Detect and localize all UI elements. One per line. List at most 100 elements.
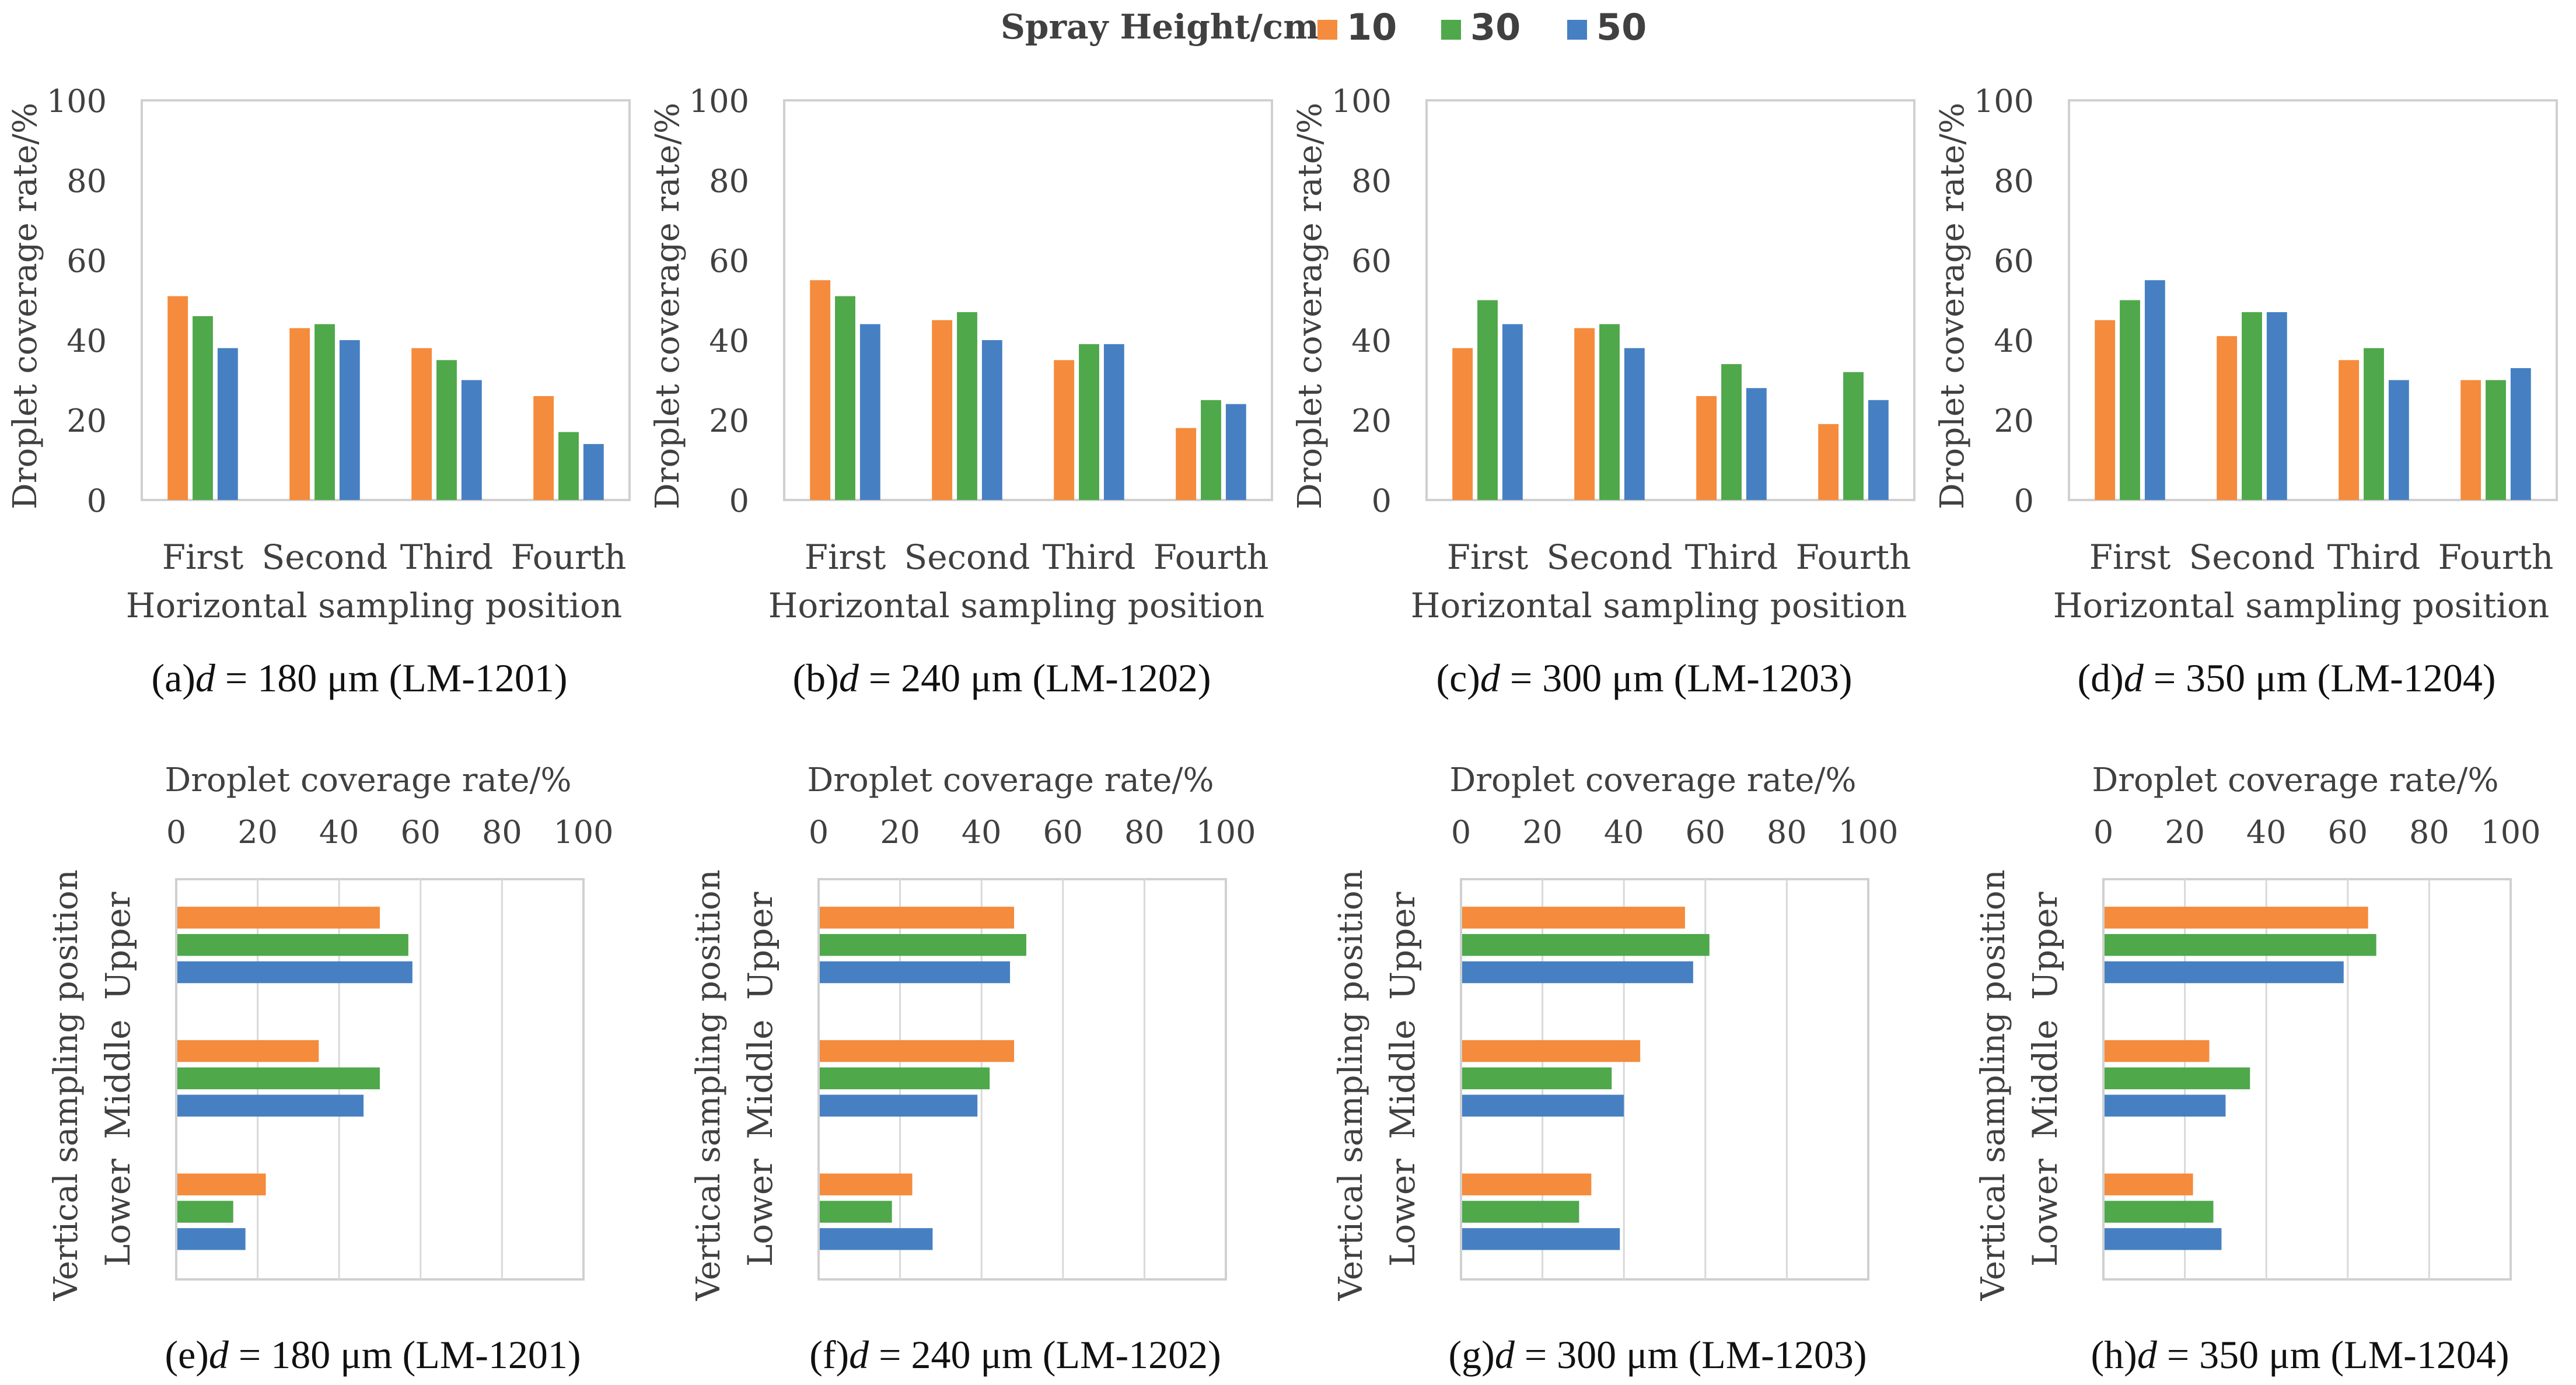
bar-third-30 (2364, 348, 2384, 500)
bar-upper-30 (820, 933, 1026, 956)
x-tick-label: Second (2189, 537, 2315, 577)
bar-first-50 (859, 324, 880, 500)
bar-third-30 (1079, 344, 1099, 500)
bar-second-30 (957, 312, 977, 500)
bar-first-30 (2120, 300, 2140, 500)
x-tick-label: First (1447, 537, 1529, 577)
x-tick-label: 80 (1124, 814, 1165, 851)
bar-third-10 (2339, 360, 2360, 500)
bar-first-10 (1452, 348, 1473, 500)
y-tick-label: 100 (1974, 83, 2034, 120)
x-tick-label: 80 (1767, 814, 1807, 851)
y-tick-label: 0 (729, 482, 749, 519)
bar-upper-50 (820, 961, 1011, 984)
y-tick-label: Upper (740, 891, 780, 999)
bar-middle-30 (820, 1067, 990, 1090)
y-tick-label: 40 (709, 323, 749, 359)
x-tick-label: 60 (2327, 814, 2368, 851)
y-tick-label: Middle (2025, 1019, 2065, 1139)
y-tick-label: Middle (740, 1019, 780, 1139)
bar-third-50 (461, 380, 482, 500)
x-tick-label: 100 (2480, 814, 2540, 851)
y-tick-label: 40 (1351, 323, 1392, 359)
bar-first-30 (835, 296, 855, 500)
y-tick-label: 60 (709, 243, 749, 279)
y-tick-label: 60 (1351, 243, 1392, 279)
y-axis-label: Vertical sampling position (1332, 869, 1370, 1301)
y-tick-label: 80 (1994, 163, 2034, 200)
bar-second-10 (289, 328, 310, 500)
bar-upper-50 (2105, 961, 2344, 984)
bar-upper-50 (1462, 961, 1693, 984)
chart-caption: (e)d = 180 μm (LM-1201) (165, 1332, 581, 1377)
x-tick-label: 100 (1196, 814, 1256, 851)
y-axis-label: Droplet coverage rate/% (1934, 103, 1972, 509)
chart-caption: (b)d = 240 μm (LM-1202) (793, 656, 1211, 700)
plot-area (2102, 878, 2512, 1281)
bar-third-50 (1103, 344, 1124, 500)
bar-first-30 (1477, 300, 1498, 500)
bar-lower-30 (177, 1201, 233, 1223)
x-tick-label: 40 (319, 814, 359, 851)
x-tick-label: 20 (1522, 814, 1563, 851)
chart-2: 0 20 40 60 80 100 First Second Third Fourth Horizo… (1291, 83, 1916, 700)
plot-area (2068, 99, 2558, 501)
bar-middle-50 (1462, 1094, 1624, 1117)
bar-upper-10 (177, 907, 380, 929)
legend-swatch-50 (1567, 20, 1587, 40)
y-tick-label: Upper (2025, 891, 2065, 999)
x-tick-label: 60 (1043, 814, 1083, 851)
y-tick-label: 80 (709, 163, 749, 200)
bar-upper-10 (820, 907, 1015, 929)
chart-caption: (c)d = 300 μm (LM-1203) (1436, 656, 1852, 700)
bar-fourth-50 (2510, 368, 2531, 500)
bar-second-50 (2266, 312, 2287, 500)
y-tick-label: 0 (87, 482, 107, 519)
x-tick-label: 0 (809, 814, 829, 851)
x-tick-label: 20 (880, 814, 920, 851)
bar-middle-50 (820, 1094, 978, 1117)
x-axis-label: Droplet coverage rate/% (165, 761, 571, 799)
bar-second-10 (932, 320, 953, 500)
bar-lower-30 (2105, 1201, 2214, 1223)
bar-fourth-10 (1176, 428, 1197, 500)
chart-7: 0 20 40 60 80 100 Droplet coverage rate/% Upper… (1974, 761, 2541, 1377)
bar-second-30 (2242, 312, 2262, 500)
x-tick-label: 20 (237, 814, 278, 851)
x-axis-label: Droplet coverage rate/% (807, 761, 1214, 799)
chart-caption: (h)d = 350 μm (LM-1204) (2091, 1332, 2509, 1377)
chart-caption: (a)d = 180 μm (LM-1201) (151, 656, 567, 700)
bar-middle-10 (1462, 1040, 1641, 1062)
x-axis-label: Horizontal sampling position (126, 586, 622, 625)
x-axis-label: Horizontal sampling position (768, 586, 1264, 625)
bar-lower-10 (2105, 1173, 2193, 1195)
bar-second-30 (314, 324, 335, 500)
legend-label-30: 30 (1470, 6, 1521, 48)
x-tick-label: 20 (2165, 814, 2205, 851)
legend-label-50: 50 (1596, 6, 1647, 48)
y-tick-label: 80 (1351, 163, 1392, 200)
x-tick-label: Third (2327, 537, 2420, 577)
x-tick-label: 80 (482, 814, 522, 851)
bar-lower-30 (1462, 1201, 1579, 1223)
x-axis-label: Droplet coverage rate/% (2092, 761, 2498, 799)
y-tick-label: 60 (1994, 243, 2034, 279)
x-axis-label: Horizontal sampling position (2053, 586, 2549, 625)
bar-fourth-10 (2460, 380, 2481, 500)
legend-label-10: 10 (1347, 6, 1397, 48)
charts-container: 0 20 40 60 80 100 First Second Third Fourth Horizo… (6, 83, 2558, 1377)
bar-middle-10 (177, 1040, 319, 1062)
y-tick-label: 80 (67, 163, 107, 200)
bar-second-10 (1574, 328, 1595, 500)
chart-4: 0 20 40 60 80 100 Droplet coverage rate/% Upper… (47, 761, 614, 1377)
bar-third-10 (411, 348, 432, 500)
legend: Spray Height/cm 10 30 50 (1001, 6, 1647, 48)
y-axis-label: Vertical sampling position (1974, 869, 2012, 1301)
y-axis-label: Droplet coverage rate/% (6, 103, 44, 509)
bar-third-10 (1696, 396, 1717, 500)
bar-second-50 (339, 340, 360, 500)
bar-fourth-30 (1201, 400, 1221, 500)
x-tick-label: Third (1043, 537, 1135, 577)
y-tick-label: 100 (689, 83, 749, 120)
